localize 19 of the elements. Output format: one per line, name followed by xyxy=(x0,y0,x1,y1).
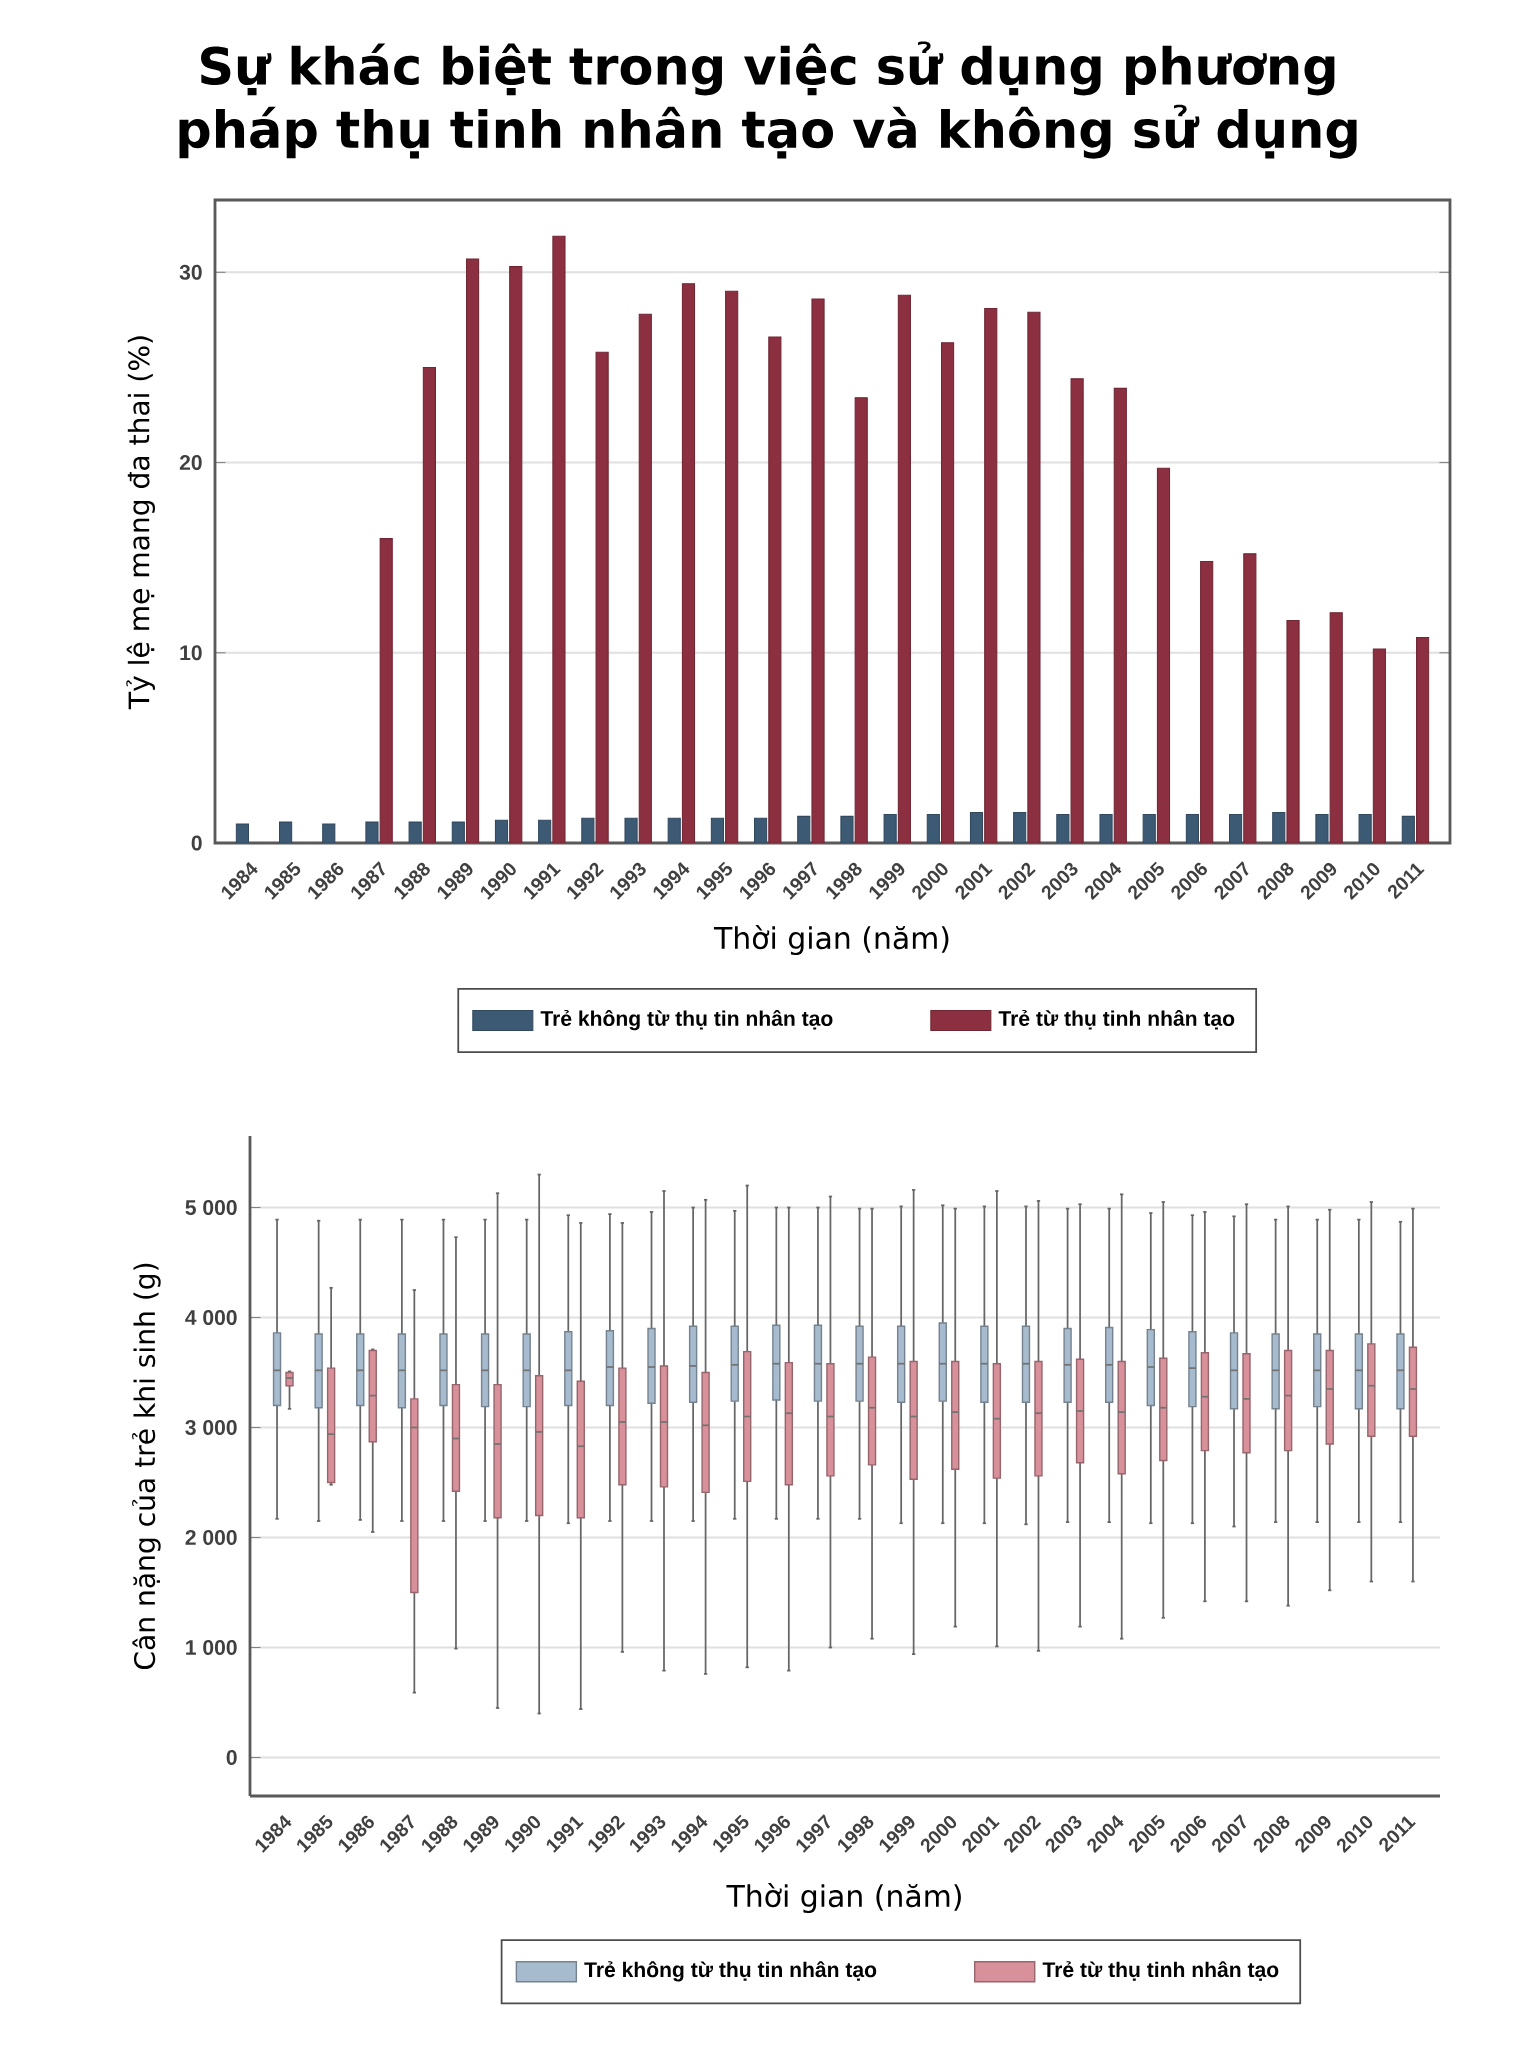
y-axis-title: Tỷ lệ mẹ mang đa thai (%) xyxy=(126,336,155,710)
y-tick-label: 20 xyxy=(179,455,202,471)
y-tick-label: 3 000 xyxy=(185,1420,237,1435)
legend-label: Trẻ không từ thụ tin nhân tạo xyxy=(584,1961,877,1982)
chart-title: Sự khác biệt trong việc sử dụng phương pháp thụ tinh nhân tạo và không sử dụng xyxy=(179,41,1357,159)
y-tick-label: 1 000 xyxy=(186,1640,237,1655)
y-tick-label: 0 xyxy=(226,1750,237,1765)
x-axis-title: Thời gian (năm) xyxy=(726,1882,961,1914)
legend-label: Trẻ từ thụ tinh nhân tạo xyxy=(1042,1961,1279,1981)
x-axis-title: Thời gian (năm) xyxy=(713,925,949,956)
y-tick-label: 30 xyxy=(179,264,202,280)
legend-label: Trẻ không từ thụ tin nhân tạo xyxy=(540,1009,833,1031)
y-tick-label: 4 000 xyxy=(185,1310,237,1325)
legend-label: Trẻ từ thụ tinh nhân tạo xyxy=(998,1009,1235,1030)
y-tick-label: 10 xyxy=(180,645,202,661)
y-axis-title: Cân nặng của trẻ khi sinh (g) xyxy=(132,1263,161,1670)
y-tick-label: 5 000 xyxy=(185,1200,237,1216)
y-tick-label: 2 000 xyxy=(185,1530,237,1545)
y-tick-label: 0 xyxy=(191,835,202,851)
